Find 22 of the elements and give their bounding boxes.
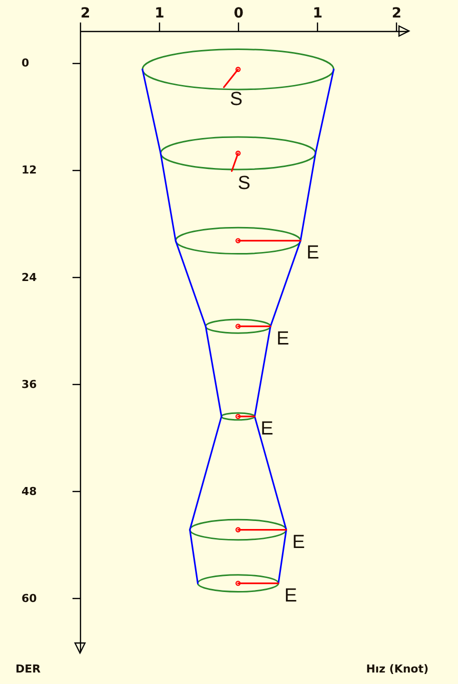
annotation: E [260, 418, 274, 440]
line-series [254, 68, 335, 584]
x-axis-title: Hız (Knot) [366, 662, 428, 676]
y-tick-label: 48 [22, 484, 37, 498]
x-tick-label: 0 [234, 6, 244, 22]
annotation: S [238, 173, 250, 194]
annotation: S [230, 89, 243, 110]
annotation: E [276, 328, 290, 350]
y-tick-label: 0 [22, 56, 30, 70]
y-tick-label: 24 [22, 270, 38, 284]
y-axis-title: DER [16, 662, 42, 676]
x-tick-label: 1 [312, 6, 322, 22]
y-tick-label: 60 [22, 592, 38, 605]
x-tick-label: 1 [154, 6, 164, 22]
y-tick-label: 12 [22, 164, 37, 177]
x-tick-label: 2 [80, 6, 90, 22]
line-series [142, 68, 222, 584]
annotation: E [284, 585, 298, 606]
y-tick-label: 36 [22, 378, 38, 391]
x-tick-label: 2 [392, 6, 402, 22]
annotation: E [292, 532, 305, 553]
annotation: E [306, 242, 320, 264]
